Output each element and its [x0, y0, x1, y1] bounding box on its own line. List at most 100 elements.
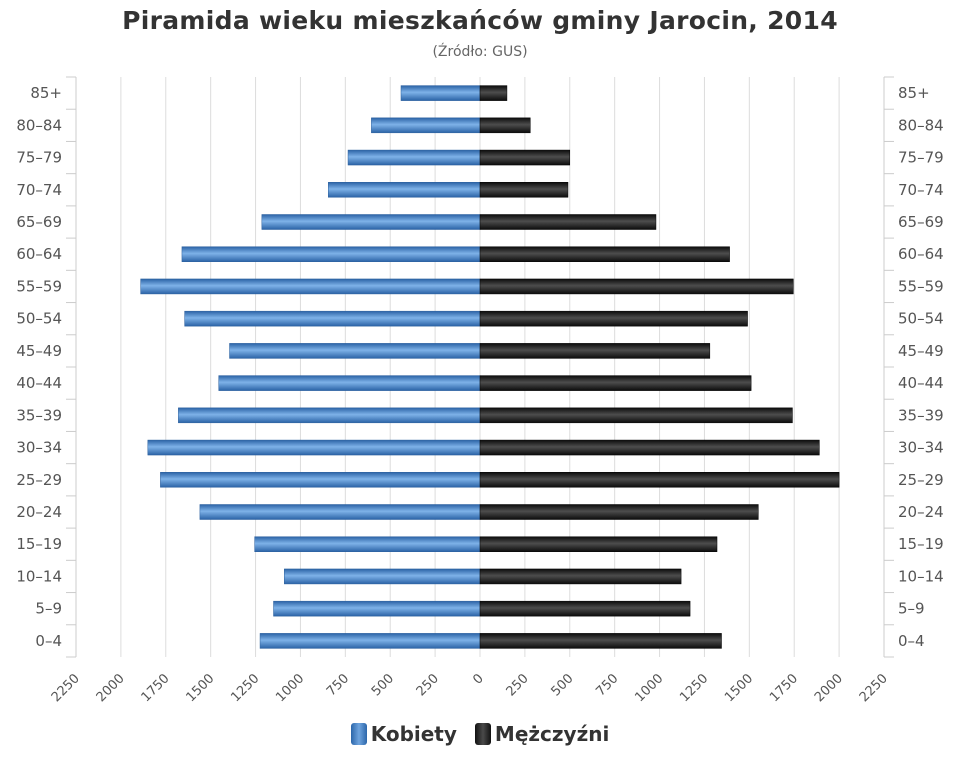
- category-label-left: 60–64: [16, 245, 62, 263]
- category-label-right: 0–4: [898, 632, 925, 650]
- bar-kobiety-11[interactable]: [140, 278, 481, 295]
- bar-mezczyzni-1[interactable]: [479, 600, 691, 617]
- bar-mezczyzni-14[interactable]: [479, 182, 569, 198]
- x-tick-label: 1000: [632, 671, 666, 705]
- category-label-right: 25–29: [898, 471, 944, 489]
- bar-mezczyzni-15[interactable]: [479, 149, 571, 166]
- bar-mezczyzni-2[interactable]: [479, 568, 682, 585]
- chart-subtitle: (Źródło: GUS): [432, 44, 528, 60]
- category-label-left: 85+: [30, 84, 62, 102]
- x-tick-label: 1250: [228, 671, 262, 705]
- category-label-left: 10–14: [16, 567, 62, 585]
- x-tick-label: 750: [593, 671, 621, 699]
- x-tick-label: 1250: [677, 671, 711, 705]
- x-tick-label: 2250: [857, 671, 891, 705]
- x-tick-label: 2000: [812, 671, 846, 705]
- x-tick-label: 1000: [273, 671, 307, 705]
- x-tick-label: 0: [470, 671, 486, 687]
- category-label-left: 65–69: [16, 213, 62, 231]
- category-label-right: 80–84: [898, 116, 944, 134]
- bar-mezczyzni-11[interactable]: [479, 278, 794, 295]
- x-tick-label: 750: [324, 671, 352, 699]
- bar-kobiety-9[interactable]: [229, 343, 481, 359]
- legend: Kobiety Mężczyźni: [0, 722, 960, 746]
- category-label-left: 20–24: [16, 503, 62, 521]
- bar-kobiety-16[interactable]: [371, 117, 481, 134]
- bar-kobiety-3[interactable]: [254, 536, 481, 552]
- category-label-right: 35–39: [898, 406, 944, 424]
- chart-title: Piramida wieku mieszkańców gminy Jarocin…: [122, 6, 838, 35]
- category-label-right: 20–24: [898, 503, 944, 521]
- legend-swatch-kobiety: [350, 723, 367, 745]
- bar-kobiety-4[interactable]: [199, 504, 481, 520]
- bar-mezczyzni-4[interactable]: [479, 504, 759, 520]
- x-tick-label: 500: [369, 671, 397, 699]
- legend-item-kobiety[interactable]: Kobiety: [350, 722, 457, 746]
- bar-mezczyzni-9[interactable]: [479, 343, 711, 359]
- category-label-left: 45–49: [16, 342, 62, 360]
- x-tick-label: 1750: [767, 671, 801, 705]
- category-label-right: 45–49: [898, 342, 944, 360]
- category-label-right: 5–9: [898, 600, 925, 618]
- category-label-left: 70–74: [16, 181, 62, 199]
- bar-mezczyzni-16[interactable]: [479, 117, 531, 134]
- bar-kobiety-8[interactable]: [218, 375, 481, 391]
- bar-kobiety-13[interactable]: [261, 214, 481, 230]
- category-label-left: 5–9: [35, 600, 62, 618]
- bar-kobiety-1[interactable]: [273, 600, 481, 617]
- category-label-left: 25–29: [16, 471, 62, 489]
- x-tick-label: 500: [548, 671, 576, 699]
- bar-kobiety-12[interactable]: [181, 246, 481, 262]
- x-tick-label: 250: [414, 671, 442, 699]
- category-label-right: 85+: [898, 84, 930, 102]
- category-label-left: 35–39: [16, 406, 62, 424]
- category-label-right: 60–64: [898, 245, 944, 263]
- bar-kobiety-0[interactable]: [259, 633, 481, 649]
- category-label-left: 40–44: [16, 374, 62, 392]
- bar-kobiety-5[interactable]: [160, 472, 481, 488]
- category-label-right: 15–19: [898, 535, 944, 553]
- category-label-left: 0–4: [35, 632, 62, 650]
- x-tick-label: 250: [504, 671, 532, 699]
- bar-kobiety-14[interactable]: [328, 182, 481, 198]
- category-label-right: 30–34: [898, 439, 944, 457]
- bar-kobiety-17[interactable]: [400, 85, 481, 101]
- bar-mezczyzni-0[interactable]: [479, 633, 722, 649]
- bar-mezczyzni-8[interactable]: [479, 375, 752, 391]
- bar-mezczyzni-12[interactable]: [479, 246, 730, 262]
- x-tick-label: 1500: [722, 671, 756, 705]
- bar-kobiety-7[interactable]: [178, 407, 481, 424]
- bar-mezczyzni-6[interactable]: [479, 439, 820, 456]
- category-label-left: 55–59: [16, 277, 62, 295]
- bar-mezczyzni-3[interactable]: [479, 536, 718, 552]
- category-label-right: 55–59: [898, 277, 944, 295]
- legend-swatch-mezczyzni: [474, 723, 491, 745]
- legend-label-kobiety: Kobiety: [370, 722, 457, 746]
- category-label-left: 80–84: [16, 116, 62, 134]
- category-label-left: 15–19: [16, 535, 62, 553]
- bar-mezczyzni-7[interactable]: [479, 407, 793, 424]
- bar-kobiety-15[interactable]: [347, 149, 481, 166]
- bar-kobiety-2[interactable]: [284, 568, 481, 585]
- category-label-right: 75–79: [898, 149, 944, 167]
- x-tick-label: 1500: [183, 671, 217, 705]
- bar-mezczyzni-17[interactable]: [479, 85, 508, 101]
- bar-mezczyzni-13[interactable]: [479, 214, 657, 230]
- bar-kobiety-10[interactable]: [184, 310, 481, 327]
- chart-plot: 2250 2000 1750 1500 1250 1000 750 500 250 0 250 500…: [16, 76, 944, 705]
- x-tick-label: 2250: [49, 671, 83, 705]
- category-label-right: 40–44: [898, 374, 944, 392]
- legend-item-mezczyzni[interactable]: Mężczyźni: [474, 722, 610, 746]
- category-label-right: 10–14: [898, 567, 944, 585]
- x-tick-label: 1750: [139, 671, 173, 705]
- category-label-right: 50–54: [898, 310, 944, 328]
- bar-kobiety-6[interactable]: [147, 439, 481, 456]
- x-tick-label: 2000: [94, 671, 128, 705]
- category-label-left: 50–54: [16, 310, 62, 328]
- category-label-left: 75–79: [16, 149, 62, 167]
- category-label-right: 65–69: [898, 213, 944, 231]
- bar-mezczyzni-5[interactable]: [479, 472, 840, 488]
- bar-mezczyzni-10[interactable]: [479, 310, 748, 327]
- legend-label-mezczyzni: Mężczyźni: [494, 722, 610, 746]
